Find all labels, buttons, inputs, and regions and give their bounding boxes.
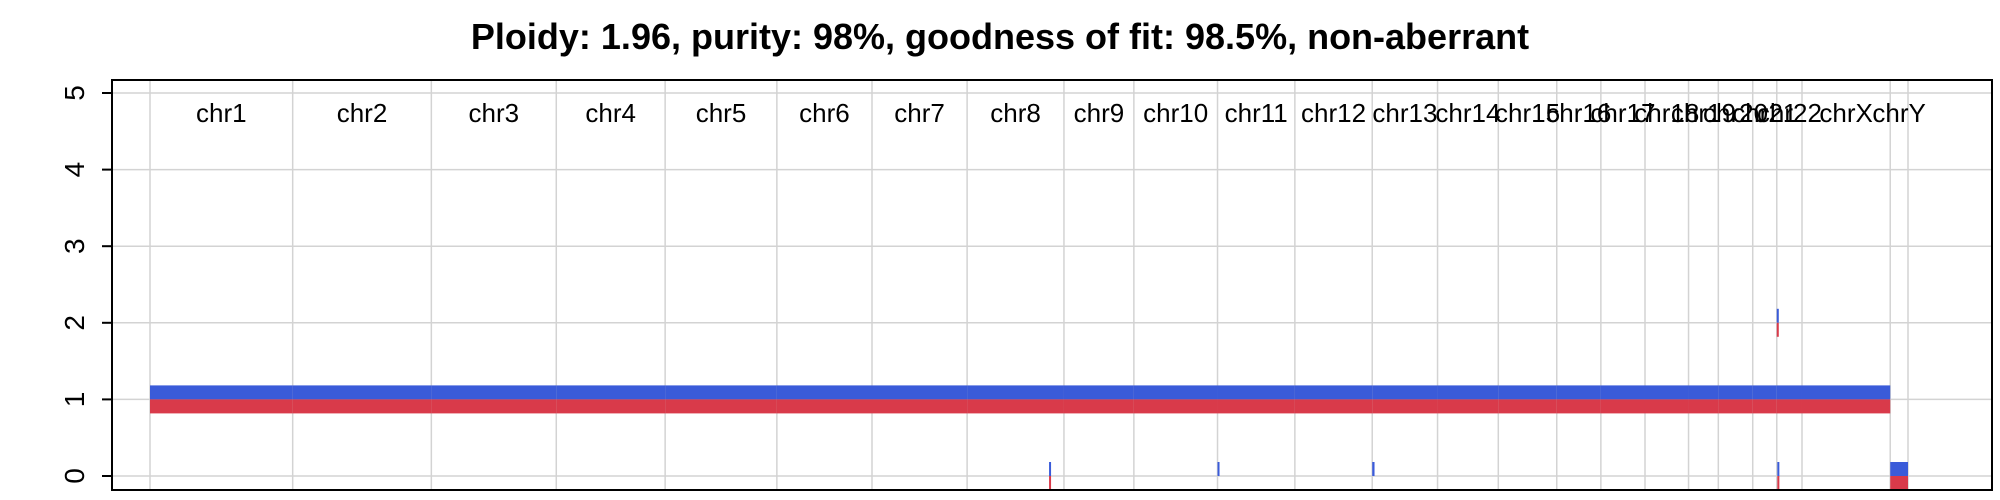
segment-major (1776, 385, 1802, 400)
segment-minor (1644, 399, 1689, 414)
chromosome-label: chr6 (799, 98, 850, 128)
segment-minor (1049, 476, 1052, 490)
y-tick-label: 5 (59, 85, 90, 101)
segment-minor (967, 399, 1064, 414)
segment-minor (1890, 476, 1908, 490)
segment-minor (431, 399, 557, 414)
segment-major (1049, 462, 1052, 476)
segment-minor (150, 399, 293, 414)
segment-major (967, 385, 1064, 400)
segment-minor (1776, 399, 1802, 414)
chromosome-label: chr19 (1671, 98, 1736, 128)
segment-minor (1718, 399, 1753, 414)
chromosome-label: chr16 (1546, 98, 1611, 128)
segment-major (1063, 385, 1134, 400)
segment-major (1294, 385, 1373, 400)
segment-minor (1498, 399, 1557, 414)
segment-major (1556, 385, 1601, 400)
chromosome-label: chr3 (469, 98, 520, 128)
y-tick-label: 4 (59, 162, 90, 178)
segment-minor (1776, 322, 1779, 337)
segment-major (431, 385, 557, 400)
segment-minor (1437, 399, 1499, 414)
plot-frame (111, 79, 1993, 491)
segment-minor (665, 399, 777, 414)
segment-minor (1372, 399, 1438, 414)
segment-minor (556, 399, 666, 414)
segment-major (556, 385, 666, 400)
segment-major (1801, 385, 1891, 400)
segment-major (1688, 385, 1719, 400)
segment-minor (1777, 476, 1780, 490)
chromosome-label: chr12 (1301, 98, 1366, 128)
segment-major (1498, 385, 1557, 400)
segment-minor (1063, 399, 1134, 414)
segment-major (1777, 462, 1780, 476)
chromosome-label: chr4 (585, 98, 636, 128)
segment-major (1372, 462, 1375, 476)
chromosome-label: chr10 (1143, 98, 1208, 128)
segment-minor (871, 399, 968, 414)
chromosome-label: chr15 (1495, 98, 1560, 128)
chromosome-label: chrX (1819, 98, 1872, 128)
segment-major (1752, 385, 1777, 400)
segment-minor (1556, 399, 1601, 414)
segment-major (1776, 308, 1779, 323)
chromosome-label: chr21 (1732, 98, 1797, 128)
segment-minor (1600, 399, 1645, 414)
y-tick-label: 0 (59, 468, 90, 484)
segment-major (292, 385, 432, 400)
chromosome-label: chr17 (1590, 98, 1655, 128)
chromosome-label: chrY (1872, 98, 1925, 128)
chromosome-label: chr14 (1435, 98, 1500, 128)
segment-major (1718, 385, 1753, 400)
segment-major (1217, 385, 1295, 400)
segment-minor (1801, 399, 1891, 414)
segment-minor (1217, 399, 1295, 414)
segment-major (1644, 385, 1689, 400)
chromosome-label: chr13 (1372, 98, 1437, 128)
segment-major (1133, 385, 1218, 400)
y-tick-label: 1 (59, 392, 90, 408)
segment-major (1890, 462, 1908, 476)
segment-minor (1294, 399, 1373, 414)
segment-minor (292, 399, 432, 414)
segment-minor (1133, 399, 1218, 414)
chromosome-label: chr11 (1225, 98, 1288, 128)
segment-major (1372, 385, 1438, 400)
chromosome-labels: chr1 chr2 chr3 chr4 chr5 chr6 chr7 chr8 chr9 chr1… (196, 98, 1926, 128)
y-axis: 0 1 2 3 4 5 (59, 85, 113, 484)
segment-major (1437, 385, 1499, 400)
segment-minor (1688, 399, 1719, 414)
chromosome-label: chr18 (1634, 98, 1699, 128)
copy-number-bars (150, 308, 1908, 490)
segment-major (1217, 462, 1220, 476)
chromosome-label: chr2 (337, 98, 388, 128)
segment-major (776, 385, 872, 400)
segment-major (1600, 385, 1645, 400)
chromosome-label: chr5 (696, 98, 747, 128)
chart-title: Ploidy: 1.96, purity: 98%, goodness of f… (470, 16, 1530, 57)
y-tick-label: 3 (59, 238, 90, 254)
chromosome-label: chr7 (894, 98, 945, 128)
chromosome-label: chr1 (196, 98, 247, 128)
segment-minor (776, 399, 872, 414)
segment-major (665, 385, 777, 400)
y-tick-label: 2 (59, 315, 90, 331)
segment-major (150, 385, 293, 400)
chromosome-label: chr8 (990, 98, 1041, 128)
chromosome-label: chr22 (1757, 98, 1822, 128)
segment-major (871, 385, 968, 400)
grid-lines (112, 80, 1992, 490)
segment-minor (1752, 399, 1777, 414)
chromosome-label: chr9 (1074, 98, 1125, 128)
chromosome-label: chr20 (1703, 98, 1768, 128)
